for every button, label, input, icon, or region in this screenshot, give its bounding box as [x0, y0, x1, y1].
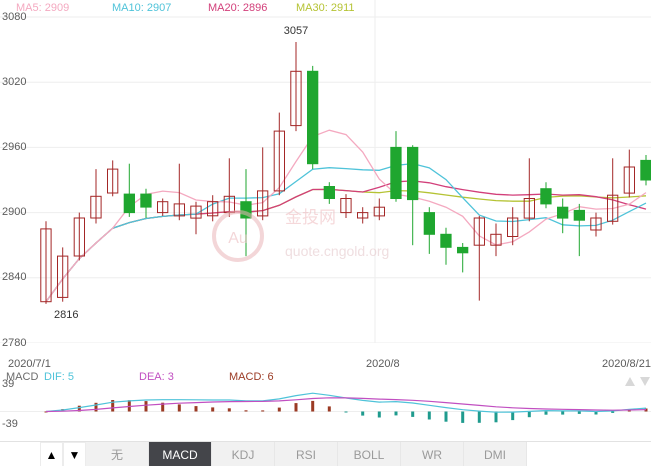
svg-text:金投网: 金投网	[285, 208, 336, 227]
svg-text:3057: 3057	[284, 25, 308, 37]
svg-text:quote.cngold.org: quote.cngold.org	[285, 243, 389, 259]
svg-text:Au: Au	[228, 230, 248, 247]
svg-text:2816: 2816	[54, 309, 78, 321]
